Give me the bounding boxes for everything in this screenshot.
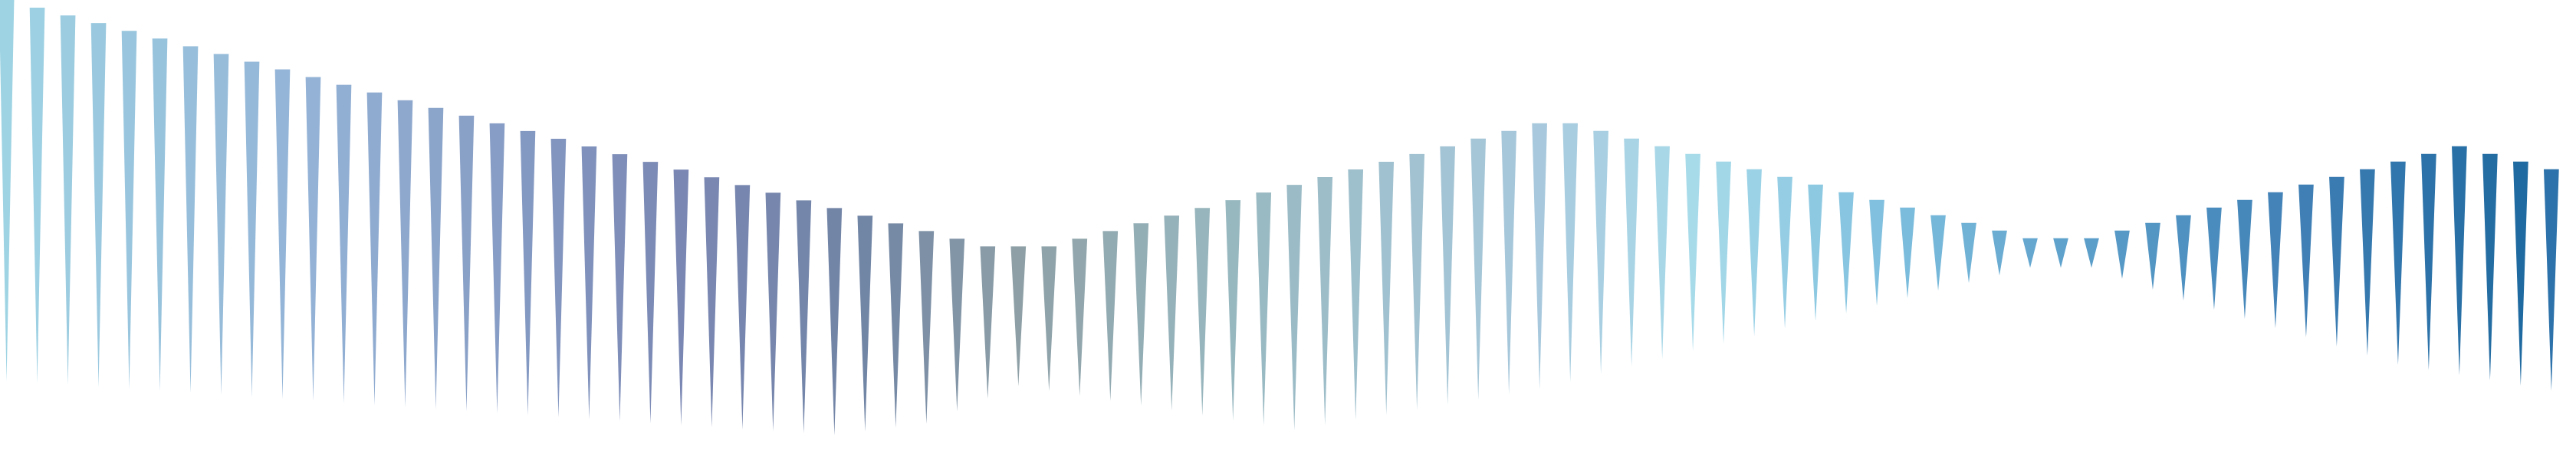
spike: [336, 84, 352, 403]
spike: [1409, 153, 1425, 410]
spike: [612, 154, 628, 422]
spike: [2513, 161, 2528, 386]
spike: [520, 130, 536, 416]
spike: [182, 46, 199, 393]
spike: [2298, 184, 2314, 337]
spike: [274, 69, 291, 399]
spike: [2544, 169, 2559, 391]
spike: [1133, 223, 1149, 406]
spike: [1072, 238, 1088, 396]
spike: [2053, 238, 2068, 268]
spike: [1654, 146, 1670, 360]
spike: [397, 100, 413, 408]
spike: [1624, 138, 1639, 367]
spike: [1225, 200, 1241, 421]
spike: [1562, 123, 1578, 382]
spike: [2390, 161, 2406, 365]
spike: [673, 169, 689, 426]
spike: [2360, 169, 2375, 356]
spike: [2145, 222, 2160, 290]
spike: [2206, 207, 2222, 310]
spike: [1378, 161, 1395, 416]
spike: [704, 177, 720, 428]
spike: [0, 0, 15, 382]
spike: [1838, 192, 1854, 314]
spike: [888, 223, 904, 428]
spike: [1317, 177, 1333, 426]
spike: [734, 185, 751, 430]
spike: [980, 246, 996, 399]
spike: [213, 54, 229, 396]
spike: [1102, 231, 1119, 401]
spike: [826, 208, 843, 435]
spike: [550, 138, 567, 418]
spike: [857, 215, 873, 432]
spike: [2084, 238, 2099, 268]
spike: [2421, 153, 2436, 370]
spike: [918, 231, 935, 424]
spike: [244, 61, 260, 398]
spike: [2268, 192, 2283, 328]
spike: [796, 200, 812, 434]
spike: [1010, 246, 1027, 386]
spike: [1348, 169, 1364, 421]
spike: [1164, 215, 1180, 411]
spike: [1286, 185, 1303, 431]
spike: [949, 238, 965, 412]
spike: [2482, 153, 2498, 381]
spike: [1930, 215, 1946, 291]
spike: [1777, 176, 1792, 329]
spike: [1869, 199, 1884, 306]
spike: [1808, 184, 1823, 321]
spike: [1961, 222, 1976, 284]
spike: [428, 107, 444, 409]
spike: [1501, 130, 1517, 395]
spike: [2329, 176, 2344, 347]
spike: [2176, 215, 2191, 301]
spike: [1194, 208, 1211, 416]
spike: [1992, 230, 2007, 276]
spike: [1900, 207, 1915, 298]
spike: [2452, 146, 2467, 376]
spike: [642, 162, 659, 424]
spike: [29, 8, 45, 383]
spike: [366, 92, 383, 406]
spike: [2237, 199, 2252, 320]
spike: [60, 15, 76, 386]
spike: [90, 23, 107, 388]
spike: [152, 38, 168, 392]
spike: [581, 146, 597, 419]
spike: [458, 115, 475, 412]
spike: [1716, 161, 1731, 344]
spike: [1470, 138, 1487, 400]
spike: [121, 31, 137, 389]
spike: [1746, 169, 1762, 337]
spike: [1593, 130, 1608, 375]
spike: [1685, 153, 1700, 352]
spike: [1256, 192, 1272, 426]
spike: [305, 77, 321, 402]
spike: [765, 192, 781, 432]
spike: [1440, 146, 1456, 405]
spike: [2022, 238, 2038, 268]
spike: [1532, 123, 1547, 389]
spike: [1041, 246, 1057, 391]
spike: [2114, 230, 2130, 279]
spike: [489, 123, 505, 414]
